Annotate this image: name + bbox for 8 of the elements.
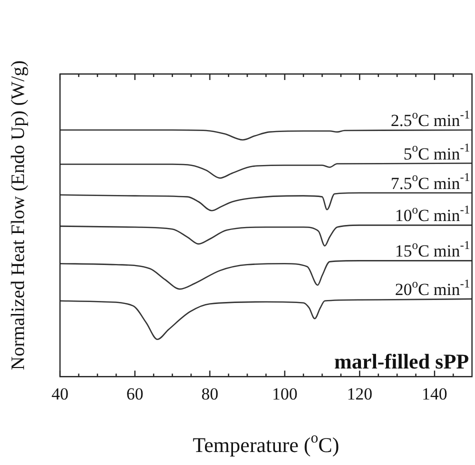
- x-tick-label: 120: [346, 384, 372, 404]
- annotation: marl-filled sPP: [334, 350, 470, 374]
- x-tick-label: 60: [126, 384, 144, 404]
- x-tick-label: 40: [52, 384, 68, 404]
- x-tick-label: 100: [272, 384, 298, 404]
- x-tick-label: 80: [201, 384, 218, 404]
- x-tick-label: 140: [422, 384, 448, 404]
- y-axis-title: Normalized Heat Flow (Endo Up) (W/g): [8, 60, 29, 370]
